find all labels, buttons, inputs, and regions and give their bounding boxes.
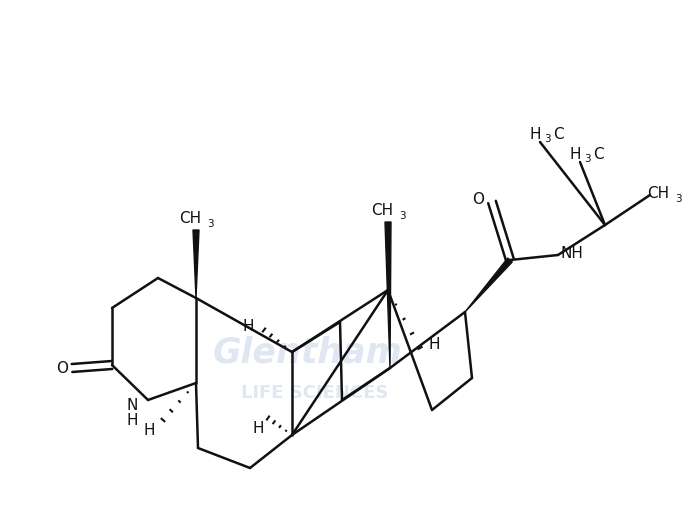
Text: H: H [569,147,580,162]
Text: LIFE SCIENCES: LIFE SCIENCES [242,384,388,402]
Text: H: H [143,423,155,437]
Text: 3: 3 [207,219,213,229]
Text: CH: CH [179,211,201,226]
Polygon shape [193,230,199,298]
Text: H: H [252,421,264,436]
Text: Glentham: Glentham [213,335,403,369]
Polygon shape [465,258,512,312]
Text: CH: CH [647,186,669,201]
Text: NH: NH [560,245,583,261]
Text: 3: 3 [584,154,590,164]
Text: N: N [126,397,138,412]
Text: C: C [553,126,563,141]
Polygon shape [385,222,391,368]
Text: 3: 3 [674,194,681,204]
Text: H: H [428,336,440,352]
Text: O: O [56,360,68,375]
Text: 3: 3 [399,211,405,221]
Text: CH: CH [371,202,393,217]
Text: H: H [126,412,138,427]
Text: 3: 3 [544,134,551,144]
Text: H: H [242,318,254,333]
Text: O: O [472,191,484,206]
Text: H: H [529,126,541,141]
Text: C: C [593,147,603,162]
